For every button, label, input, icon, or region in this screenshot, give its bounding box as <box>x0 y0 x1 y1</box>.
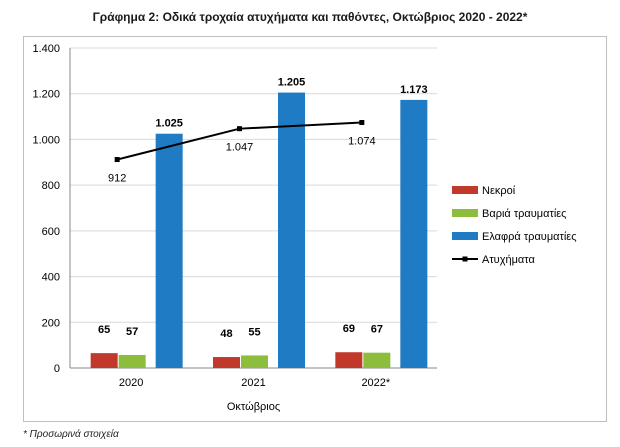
data-label: 1.025 <box>155 118 183 130</box>
legend-label: Νεκροί <box>482 185 516 197</box>
legend-swatch <box>452 209 478 217</box>
y-tick-label: 1.000 <box>32 134 60 146</box>
bar-2 <box>278 92 305 369</box>
line-data-label: 1.047 <box>226 142 254 154</box>
legend-swatch <box>452 232 478 240</box>
legend-swatch <box>452 186 478 194</box>
data-label: 65 <box>98 324 110 336</box>
bar-1 <box>241 355 268 368</box>
bar-1 <box>363 352 391 368</box>
legend-label: Ελαφρά τραυματίες <box>482 231 577 243</box>
x-tick-label: 2021 <box>241 377 265 389</box>
y-tick-label: 0 <box>54 363 60 375</box>
data-label: 1.205 <box>278 77 306 89</box>
y-tick-label: 800 <box>42 180 60 192</box>
data-label: 48 <box>220 328 232 340</box>
line-data-label: 1.074 <box>348 136 376 148</box>
legend-label: Ατυχήματα <box>482 254 535 266</box>
data-label: 69 <box>343 323 355 335</box>
bar-0 <box>90 353 118 368</box>
x-tick-label: 2022* <box>361 377 390 389</box>
line-point <box>359 120 365 126</box>
x-axis-label: Οκτώβριος <box>227 401 280 413</box>
data-label: 57 <box>126 326 138 338</box>
line-data-label: 912 <box>108 173 126 185</box>
y-tick-label: 400 <box>42 272 60 284</box>
bar-2 <box>400 99 428 368</box>
footnote: * Προσωρινά στοιχεία <box>23 429 119 440</box>
data-label: 1.173 <box>400 84 428 96</box>
x-tick-label: 2020 <box>119 377 143 389</box>
y-tick-label: 1.400 <box>32 43 60 55</box>
bar-1 <box>118 354 146 368</box>
bar-0 <box>335 352 363 368</box>
y-tick-label: 200 <box>42 317 60 329</box>
chart-title: Γράφημα 2: Οδικά τροχαία ατυχήματα και π… <box>92 10 528 24</box>
data-label: 55 <box>248 326 260 338</box>
bar-2 <box>155 133 183 368</box>
line-point <box>237 126 242 132</box>
y-tick-label: 600 <box>42 226 60 238</box>
data-label: 67 <box>371 324 383 336</box>
chart-frame <box>23 36 607 422</box>
y-tick-label: 1.200 <box>32 89 60 101</box>
legend-marker <box>462 256 468 262</box>
line-point <box>114 157 120 163</box>
bar-0 <box>213 357 240 368</box>
legend-label: Βαριά τραυματίες <box>482 208 566 220</box>
